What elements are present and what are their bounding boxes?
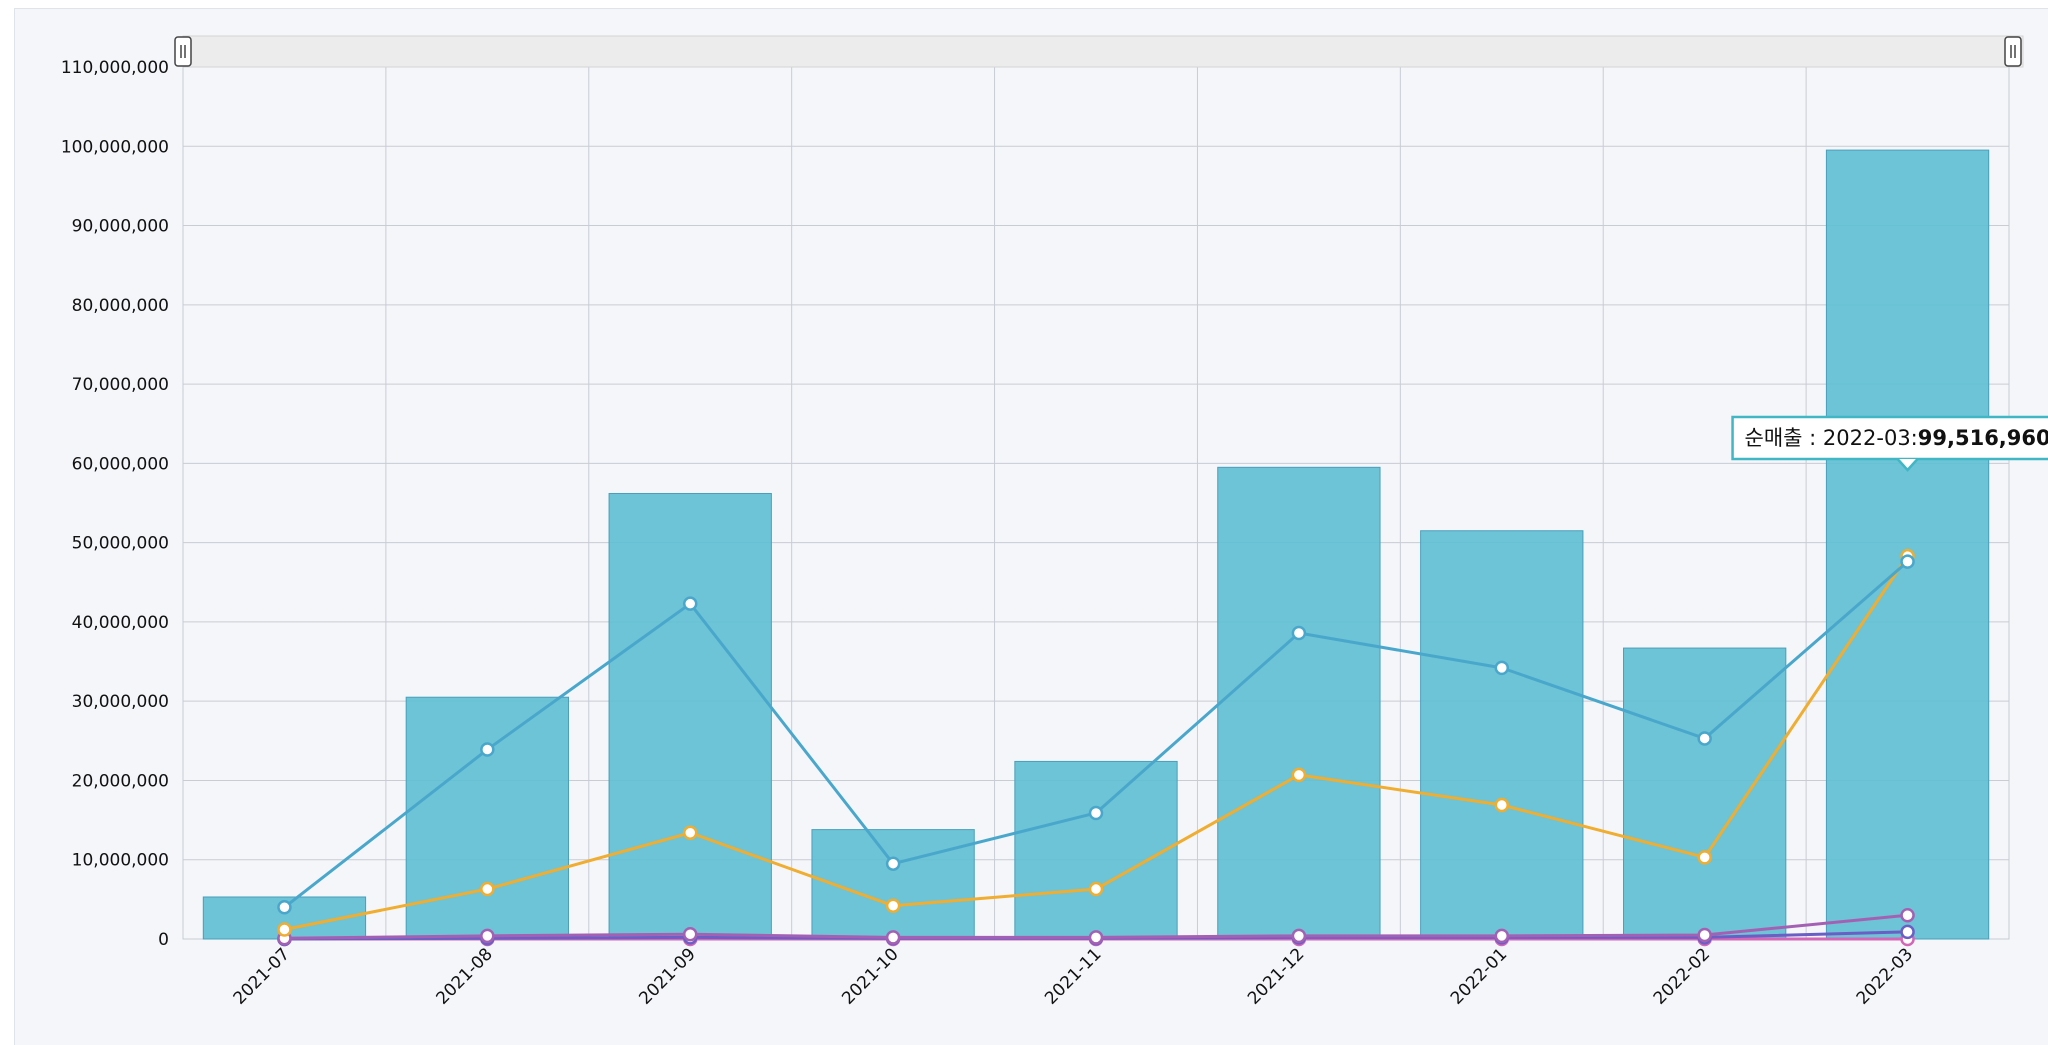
line-point[interactable] [885,856,901,871]
range-scroller[interactable] [174,35,2024,68]
line-point[interactable] [1494,660,1510,676]
line-point[interactable] [1697,731,1712,746]
bar-2021-09[interactable] [608,492,772,940]
y-tick-label: 10,000,000 [72,851,169,871]
y-tick-label: 20,000,000 [72,771,169,791]
y-tick-label: 90,000,000 [72,217,169,237]
line-point[interactable] [885,930,901,945]
x-tick-label: 2021-08 [433,944,497,1008]
line-point[interactable] [1900,907,1915,923]
line-point[interactable] [480,881,495,897]
line-point[interactable] [1291,928,1307,944]
line-point[interactable] [682,596,698,611]
x-tick-label: 2022-01 [1447,944,1511,1008]
y-tick-label: 30,000,000 [72,692,169,712]
x-axis: 2021-07 2021-08 2021-09 2021-10 2021-11 2021-… [230,944,1917,1008]
y-tick-label: 100,000,000 [61,137,169,157]
y-tick-label: 0 [158,930,169,950]
x-tick-label: 2021-07 [230,944,294,1008]
line-point[interactable] [885,898,901,913]
y-tick-label: 40,000,000 [72,613,169,633]
line-point[interactable] [1697,927,1712,943]
x-tick-label: 2021-09 [635,944,699,1008]
bar-2021-11[interactable] [1014,760,1178,940]
line-point[interactable] [480,742,495,757]
line-point[interactable] [277,922,292,937]
line-point[interactable] [682,825,698,841]
tooltip-value: 99,516,960 [1918,426,2048,450]
chart-panel: 0 10,000,000 20,000,000 30,000,000 40,000,00… [14,8,2048,1045]
bar-2022-01[interactable] [1420,530,1584,940]
line-point[interactable] [1494,797,1510,813]
line-point[interactable] [1088,805,1104,821]
line-point[interactable] [1291,625,1307,641]
line-point[interactable] [1291,767,1307,783]
y-axis: 0 10,000,000 20,000,000 30,000,000 40,000,00… [61,58,169,950]
bar-2021-08[interactable] [405,696,569,940]
line-point[interactable] [1088,930,1104,945]
tooltip-box [1731,415,2048,461]
line-point[interactable] [277,900,292,915]
scroller-left-handle[interactable] [174,36,192,67]
line-point[interactable] [1900,924,1915,940]
line-point[interactable] [1697,850,1712,865]
bar-2022-03[interactable] [1825,149,1990,940]
line-point[interactable] [1088,881,1104,897]
x-tick-label: 2022-03 [1853,944,1917,1008]
y-tick-label: 80,000,000 [72,296,169,316]
y-tick-label: 50,000,000 [72,534,169,554]
line-point[interactable] [682,926,698,942]
tooltip: 순매출 : 2022-03:99,516,960 [1731,415,2048,472]
x-tick-label: 2021-11 [1041,944,1105,1008]
line-point[interactable] [480,928,495,944]
line-series-blue [277,554,1915,915]
bar-series [202,149,1990,940]
bar-2021-10[interactable] [811,829,975,940]
line-point[interactable] [1900,554,1915,569]
chart: 0 10,000,000 20,000,000 30,000,000 40,000,00… [61,35,2048,1009]
x-tick-label: 2022-02 [1650,944,1714,1008]
tooltip-label: 순매출 : 2022-03: [1745,426,1918,450]
line-point[interactable] [1494,928,1510,944]
y-tick-label: 110,000,000 [61,58,169,78]
line-series-orange [277,548,1915,937]
bar-2021-12[interactable] [1217,466,1381,940]
y-tick-label: 70,000,000 [72,375,169,395]
line-series-group [277,548,1915,947]
x-tick-label: 2021-12 [1244,944,1308,1008]
tooltip-pointer [1896,458,1919,472]
y-tick-label: 60,000,000 [72,454,169,474]
tooltip-text: 순매출 : 2022-03:99,516,960 [1745,426,2048,450]
scroller-right-handle[interactable] [2004,36,2022,67]
bar-2022-02[interactable] [1623,647,1787,940]
scroller-track[interactable] [182,35,2024,68]
line-series-purple [277,907,1915,946]
x-tick-label: 2021-10 [838,944,902,1008]
